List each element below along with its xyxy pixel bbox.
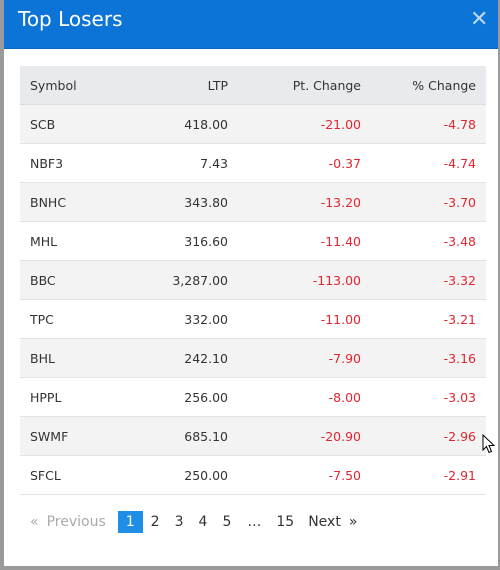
- cell-ltp: 256.00: [140, 377, 228, 417]
- modal-title: Top Losers: [18, 7, 123, 31]
- cell-ltp: 7.43: [140, 143, 228, 183]
- cell-symbol: BNHC: [20, 182, 140, 222]
- cell-pt-change: -7.50: [228, 455, 361, 495]
- cell-pct-change: -3.48: [361, 221, 486, 261]
- modal-header: Top Losers ✕: [4, 0, 498, 49]
- page-2-button[interactable]: 2: [150, 514, 160, 530]
- cell-ltp: 685.10: [140, 416, 228, 456]
- cell-symbol: HPPL: [20, 377, 140, 417]
- pagination-ellipsis: …: [247, 514, 262, 530]
- cell-pct-change: -3.03: [361, 377, 486, 417]
- cell-pt-change: -7.90: [228, 338, 361, 378]
- column-header-pt-change[interactable]: Pt. Change: [228, 66, 361, 105]
- table-row[interactable]: SCB 418.00 -21.00 -4.78: [20, 104, 486, 144]
- cell-ltp: 250.00: [140, 455, 228, 495]
- column-header-pct-change[interactable]: % Change: [361, 66, 486, 105]
- cell-ltp: 316.60: [140, 221, 228, 261]
- cell-pct-change: -2.91: [361, 455, 486, 495]
- cell-pct-change: -4.78: [361, 104, 486, 144]
- cell-ltp: 242.10: [140, 338, 228, 378]
- cell-ltp: 3,287.00: [140, 260, 228, 300]
- cell-pt-change: -20.90: [228, 416, 361, 456]
- cell-pt-change: -21.00: [228, 104, 361, 144]
- page-1-button[interactable]: 1: [117, 511, 143, 533]
- cell-symbol: SCB: [20, 104, 140, 144]
- table-row[interactable]: HPPL 256.00 -8.00 -3.03: [20, 377, 486, 417]
- cell-ltp: 332.00: [140, 299, 228, 339]
- chevron-double-left-icon: «: [30, 514, 39, 530]
- next-page-button[interactable]: Next »: [308, 511, 357, 533]
- chevron-double-right-icon: »: [348, 514, 358, 530]
- table-row[interactable]: BBC 3,287.00 -113.00 -3.32: [20, 260, 486, 300]
- cell-symbol: BHL: [20, 338, 140, 378]
- cell-pt-change: -0.37: [228, 143, 361, 183]
- table-row[interactable]: SWMF 685.10 -20.90 -2.96: [20, 416, 486, 456]
- losers-table: Symbol LTP Pt. Change % Change SCB 418.00…: [20, 66, 486, 495]
- cell-pct-change: -3.32: [361, 260, 486, 300]
- cell-symbol: SWMF: [20, 416, 140, 456]
- cell-pt-change: -13.20: [228, 182, 361, 222]
- previous-label: Previous: [46, 514, 106, 530]
- cell-symbol: NBF3: [20, 143, 140, 183]
- cell-ltp: 418.00: [140, 104, 228, 144]
- pagination: « Previous 1 2 3 4 5 … 15 Next »: [30, 511, 357, 533]
- cell-pct-change: -3.21: [361, 299, 486, 339]
- page-3-button[interactable]: 3: [174, 514, 184, 530]
- cell-pt-change: -113.00: [228, 260, 361, 300]
- previous-page-button[interactable]: « Previous: [30, 511, 106, 533]
- cell-pt-change: -8.00: [228, 377, 361, 417]
- cell-pct-change: -2.96: [361, 416, 486, 456]
- cell-pt-change: -11.00: [228, 299, 361, 339]
- mouse-pointer-icon: [482, 434, 496, 454]
- table-header-row: Symbol LTP Pt. Change % Change: [20, 66, 486, 105]
- next-label: Next: [308, 514, 341, 530]
- table-row[interactable]: NBF3 7.43 -0.37 -4.74: [20, 143, 486, 183]
- table-row[interactable]: BHL 242.10 -7.90 -3.16: [20, 338, 486, 378]
- close-icon[interactable]: ✕: [470, 7, 489, 32]
- cell-pct-change: -3.70: [361, 182, 486, 222]
- table-row[interactable]: SFCL 250.00 -7.50 -2.91: [20, 455, 486, 495]
- cell-symbol: MHL: [20, 221, 140, 261]
- column-header-symbol[interactable]: Symbol: [20, 66, 140, 105]
- page-4-button[interactable]: 4: [198, 514, 208, 530]
- table-row[interactable]: MHL 316.60 -11.40 -3.48: [20, 221, 486, 261]
- cell-pt-change: -11.40: [228, 221, 361, 261]
- page-15-button[interactable]: 15: [276, 514, 295, 530]
- top-losers-modal: Top Losers ✕ Symbol LTP Pt. Change % Cha…: [4, 0, 498, 566]
- table-row[interactable]: TPC 332.00 -11.00 -3.21: [20, 299, 486, 339]
- cell-symbol: BBC: [20, 260, 140, 300]
- page-5-button[interactable]: 5: [222, 514, 232, 530]
- table-row[interactable]: BNHC 343.80 -13.20 -3.70: [20, 182, 486, 222]
- cell-pct-change: -4.74: [361, 143, 486, 183]
- losers-table-container: Symbol LTP Pt. Change % Change SCB 418.00…: [20, 66, 486, 495]
- cell-symbol: TPC: [20, 299, 140, 339]
- cell-symbol: SFCL: [20, 455, 140, 495]
- cell-ltp: 343.80: [140, 182, 228, 222]
- column-header-ltp[interactable]: LTP: [140, 66, 228, 105]
- cell-pct-change: -3.16: [361, 338, 486, 378]
